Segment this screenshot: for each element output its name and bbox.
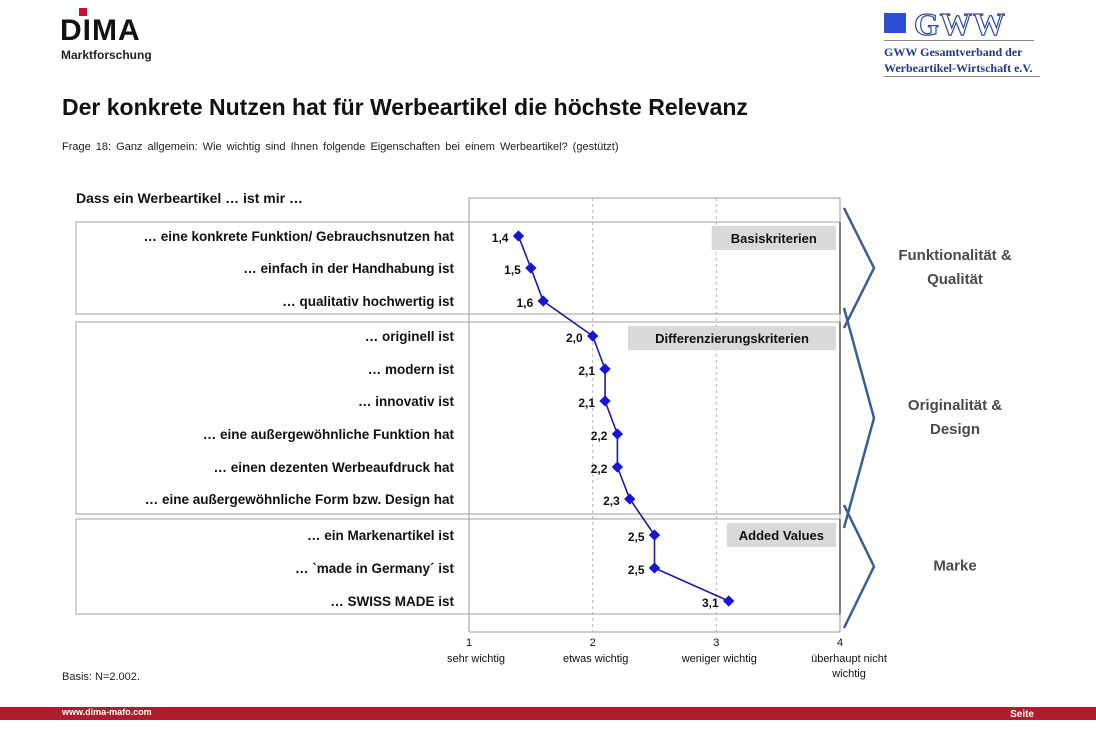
- item-label: … ein Markenartikel ist: [307, 528, 455, 543]
- data-point: [525, 262, 537, 274]
- gww-name-line1: GWW Gesamtverband der: [884, 45, 1023, 59]
- footer-bar: [0, 707, 1096, 720]
- x-tick-number: 4: [837, 637, 843, 649]
- data-point: [537, 295, 549, 307]
- data-label: 2,2: [591, 429, 608, 443]
- page-title: Der konkrete Nutzen hat für Werbeartikel…: [62, 94, 748, 120]
- group-badge-label: Basiskriterien: [731, 231, 817, 246]
- x-tick-label: wichtig: [831, 668, 866, 680]
- group-box: [75, 321, 841, 515]
- data-point: [611, 461, 624, 473]
- group-side-label: Originalität &: [908, 397, 1002, 414]
- item-label: … eine konkrete Funktion/ Gebrauchsnutze…: [143, 229, 454, 244]
- data-label: 2,3: [603, 494, 620, 508]
- importance-chart: Basiskriterien Funktionalität & Qualität Di…: [75, 197, 1012, 680]
- data-point: [624, 493, 636, 505]
- data-point: [723, 595, 735, 607]
- dima-logo-dot: [79, 8, 87, 16]
- item-label: … modern ist: [368, 362, 455, 377]
- item-label: … originell ist: [365, 329, 455, 344]
- data-label: 3,1: [702, 596, 719, 610]
- group-bracket: [842, 207, 876, 329]
- data-point: [648, 562, 661, 574]
- group-badge: [711, 226, 836, 250]
- group-side-label: Funktionalität &: [898, 247, 1011, 264]
- item-label: … eine außergewöhnliche Form bzw. Design…: [145, 492, 455, 507]
- x-tick-number: 2: [590, 637, 596, 649]
- data-label: 2,5: [628, 563, 645, 577]
- footer-url[interactable]: www.dima-mafo.com: [62, 707, 152, 717]
- data-point: [587, 330, 599, 342]
- group-side-label: Design: [930, 421, 980, 438]
- page-number: Seite 10: [1010, 709, 1034, 731]
- question-text: Frage 18: Ganz allgemein: Wie wichtig si…: [62, 141, 619, 153]
- item-label: … einen dezenten Werbeaufdruck hat: [213, 460, 454, 475]
- item-label: … einfach in der Handhabung ist: [243, 261, 454, 276]
- gww-logo: GWW: [913, 5, 1006, 42]
- data-label: 1,6: [517, 296, 534, 310]
- data-label: 2,0: [566, 331, 583, 345]
- data-point: [611, 428, 624, 440]
- data-label: 1,4: [492, 231, 509, 245]
- x-tick-label: weniger wichtig: [681, 653, 757, 665]
- x-tick-number: 1: [466, 637, 472, 649]
- item-label: … SWISS MADE ist: [330, 594, 454, 609]
- x-tick-label: überhaupt nicht: [811, 653, 887, 665]
- item-label: … innovativ ist: [358, 394, 455, 409]
- data-label: 2,1: [578, 396, 595, 410]
- item-label: … `made in Germany´ ist: [295, 561, 455, 576]
- data-label: 1,5: [504, 263, 521, 277]
- group-bracket: [842, 307, 876, 529]
- group-badge-label: Differenzierungskriterien: [655, 331, 809, 346]
- dima-logo: DIMA: [60, 14, 141, 47]
- data-point: [599, 363, 611, 375]
- series-line: [517, 235, 730, 602]
- gww-name-line2: Werbeartikel-Wirtschaft e.V.: [884, 61, 1033, 75]
- gww-divider: [884, 40, 1034, 41]
- x-tick-label: etwas wichtig: [563, 653, 628, 665]
- basis-note: Basis: N=2.002.: [62, 671, 140, 683]
- data-label: 2,1: [578, 364, 595, 378]
- data-point: [648, 529, 661, 541]
- x-tick-number: 3: [713, 637, 719, 649]
- data-point: [512, 230, 525, 242]
- group-bracket: [842, 504, 876, 629]
- dima-logo-subtitle: Marktforschung: [61, 48, 152, 62]
- group-badge: [628, 326, 836, 350]
- gww-logo-square: [884, 13, 906, 33]
- data-label: 2,2: [591, 462, 608, 476]
- group-badge: [726, 523, 836, 547]
- chart-lead-text: Dass ein Werbeartikel … ist mir …: [76, 190, 303, 206]
- data-label: 2,5: [628, 530, 645, 544]
- item-label: … eine außergewöhnliche Funktion hat: [203, 427, 455, 442]
- group-side-label: Marke: [933, 558, 976, 575]
- x-tick-label: sehr wichtig: [447, 653, 505, 665]
- item-label: … qualitativ hochwertig ist: [282, 294, 454, 309]
- group-badge-label: Added Values: [739, 528, 824, 543]
- gww-divider-bottom: [884, 76, 1040, 77]
- data-point: [599, 395, 611, 407]
- group-side-label: Qualität: [927, 271, 983, 288]
